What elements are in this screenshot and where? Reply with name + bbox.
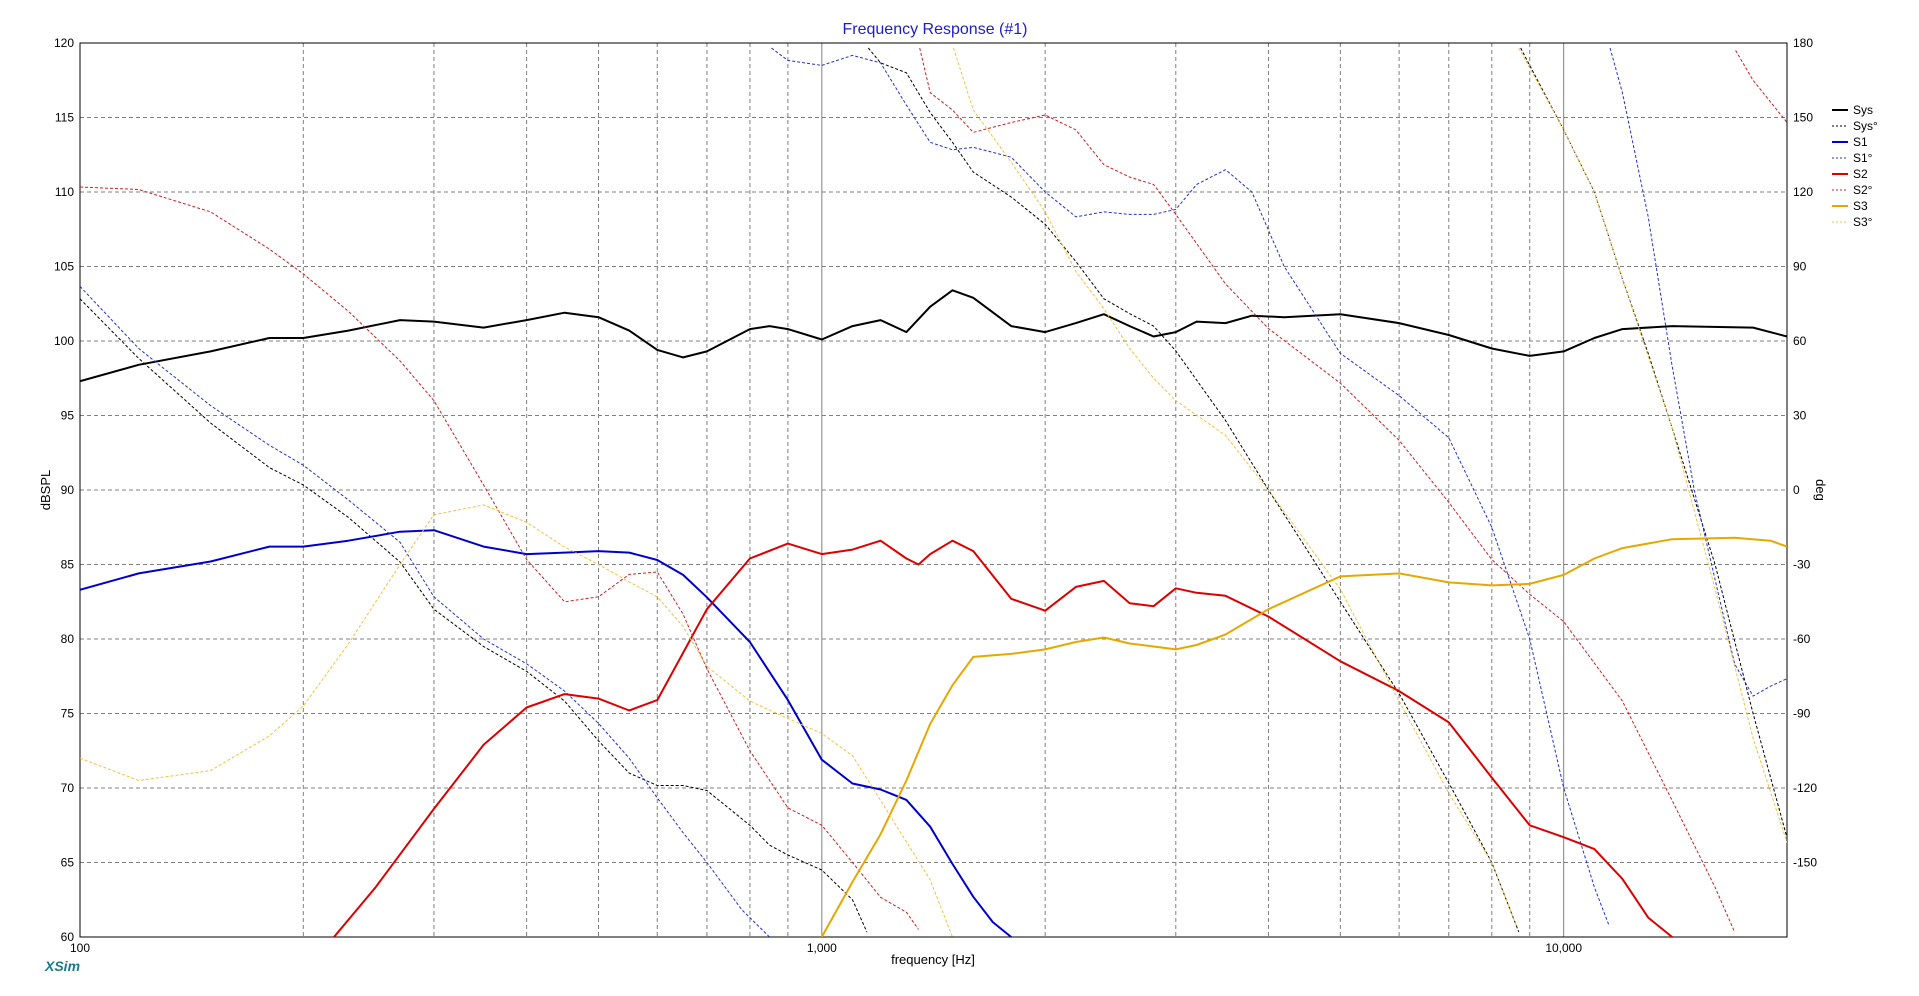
series-line-s2 <box>333 539 1673 937</box>
xsim-brand-label: XSim <box>44 958 80 974</box>
x-axis-label: frequency [Hz] <box>891 952 975 967</box>
series-line-s1-phase <box>80 286 770 937</box>
legend: Sys Sys° S1 S1° S2 S2° S3 S3° <box>1832 103 1878 229</box>
series-line-sys <box>80 289 1787 383</box>
tick-labels: 60 65 70 75 80 85 90 95 100 105 110 115 120 -150 -120 -… <box>54 36 1817 955</box>
series-line-s2-phase <box>80 186 919 930</box>
y2-tick-label: -150 <box>1793 856 1817 870</box>
y2-tick-label: 0 <box>1793 483 1800 497</box>
series-line-sys-phase <box>80 298 868 933</box>
legend-entry: S3° <box>1853 215 1873 229</box>
y-tick-label: 105 <box>54 260 74 274</box>
series-line-s1-phase <box>771 47 1610 925</box>
y-tick-label: 120 <box>54 36 74 50</box>
y-tick-label: 65 <box>61 856 75 870</box>
y-axis-label: dBSPL <box>38 470 53 510</box>
legend-entry: Sys° <box>1853 119 1878 133</box>
y-tick-label: 100 <box>54 334 74 348</box>
legend-entry: S1° <box>1853 151 1873 165</box>
y-tick-label: 80 <box>61 632 75 646</box>
x-tick-label: 100 <box>70 941 90 955</box>
y2-tick-label: 30 <box>1793 409 1807 423</box>
series-line-s3-phase <box>1518 47 1787 843</box>
y2-tick-label: -120 <box>1793 781 1817 795</box>
chart-title: Frequency Response (#1) <box>843 21 1028 38</box>
x-tick-label: 1,000 <box>807 941 837 955</box>
series-line-s1 <box>80 529 1012 937</box>
y2-tick-label: -90 <box>1793 707 1811 721</box>
series-lines <box>80 47 1787 937</box>
x-tick-label: 10,000 <box>1545 941 1582 955</box>
series-line-sys-phase <box>1520 47 1787 838</box>
y2-tick-label: 150 <box>1793 111 1813 125</box>
y-tick-label: 75 <box>61 707 75 721</box>
y2-tick-label: 120 <box>1793 185 1813 199</box>
y-tick-label: 95 <box>61 409 75 423</box>
series-line-s3-phase <box>953 47 1518 928</box>
legend-entry: S2° <box>1853 183 1873 197</box>
legend-entry: S3 <box>1853 199 1868 213</box>
series-line-sys-phase <box>867 47 1520 933</box>
y-tick-label: 110 <box>55 185 74 199</box>
y-tick-label: 115 <box>55 111 74 125</box>
y-tick-label: 85 <box>61 558 75 572</box>
legend-entry: S2 <box>1853 167 1868 181</box>
legend-entry: Sys <box>1853 103 1873 117</box>
series-line-s3 <box>820 536 1787 937</box>
legend-entry: S1 <box>1853 135 1868 149</box>
y2-tick-label: 60 <box>1793 334 1807 348</box>
y2-tick-label: 90 <box>1793 260 1807 274</box>
y2-tick-label: 180 <box>1793 36 1813 50</box>
series-line-s2-phase <box>1735 50 1787 123</box>
plot-frame <box>79 42 1788 938</box>
y2-axis-label: deg <box>1813 479 1828 501</box>
series-line-s1-phase <box>1609 47 1787 697</box>
y2-tick-label: -60 <box>1793 632 1811 646</box>
series-line-s3-phase <box>80 504 953 937</box>
y-tick-label: 90 <box>61 483 75 497</box>
y-tick-label: 60 <box>61 930 75 944</box>
series-line-s2-phase <box>919 47 1736 933</box>
grid <box>80 43 1787 937</box>
y2-tick-label: -30 <box>1793 558 1811 572</box>
y-tick-label: 70 <box>61 781 75 795</box>
